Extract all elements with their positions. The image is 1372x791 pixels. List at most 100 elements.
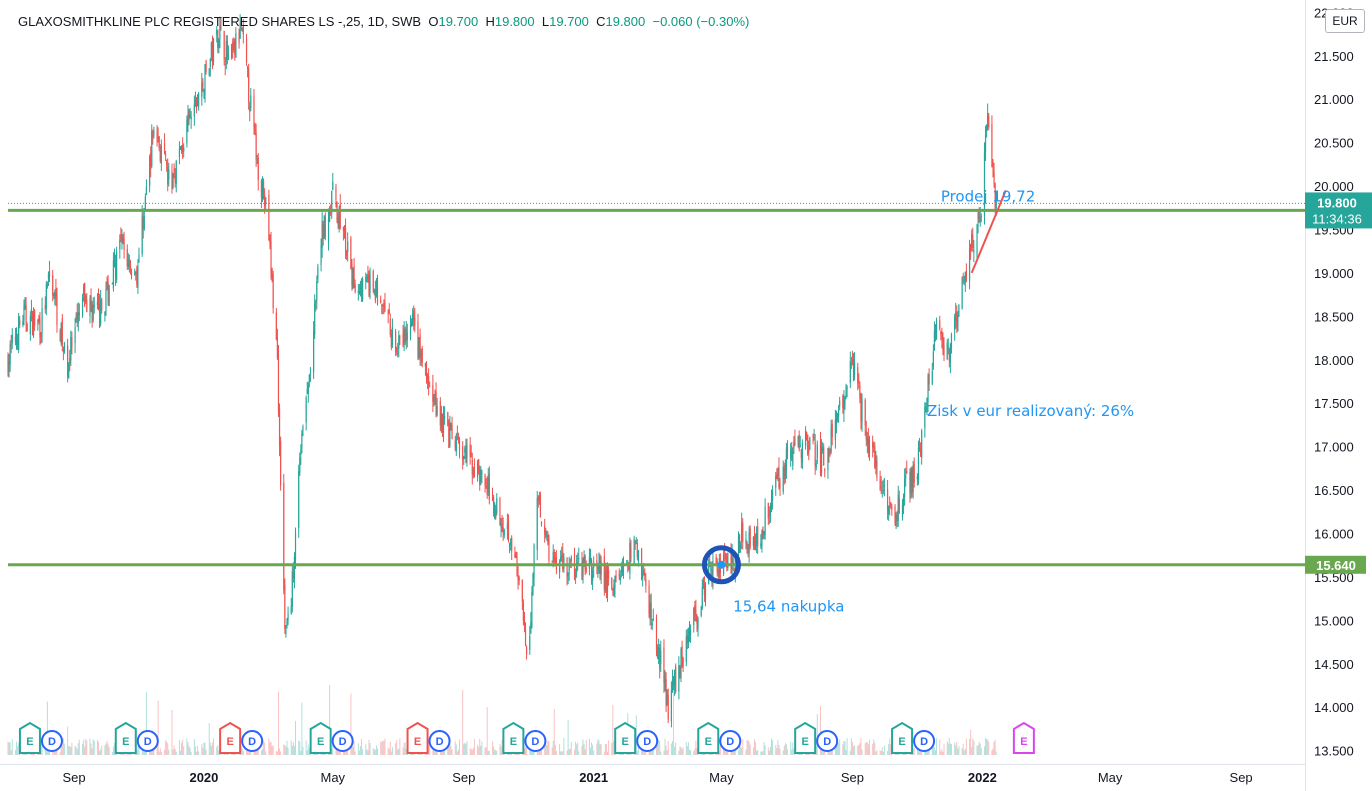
candle-body xyxy=(316,281,318,301)
trend-line[interactable] xyxy=(970,190,1007,274)
candle-body xyxy=(376,279,379,304)
volume-bar xyxy=(211,742,213,755)
price-tick-label: 17.500 xyxy=(1314,396,1354,411)
candle-body xyxy=(823,447,825,466)
volume-bar xyxy=(277,691,279,755)
earnings-event[interactable]: E xyxy=(406,721,429,754)
earnings-event[interactable]: E xyxy=(219,721,242,754)
candle-body xyxy=(469,444,471,457)
candle-body xyxy=(696,616,698,624)
dividend-event[interactable]: D xyxy=(331,730,354,752)
candle-body xyxy=(495,508,497,519)
dividend-label: D xyxy=(48,736,56,748)
volume-bar xyxy=(481,741,483,755)
earnings-event[interactable]: E xyxy=(891,721,914,754)
time-axis[interactable]: Sep 2020 May Sep 2021 May Sep 2022 May Sep xyxy=(62,770,1252,785)
dividend-event[interactable]: D xyxy=(428,730,451,752)
candle-body xyxy=(837,409,840,417)
dividend-event[interactable]: D xyxy=(136,730,159,752)
annotation-text[interactable]: Prodej 19,72 xyxy=(941,188,1035,206)
candle-body xyxy=(81,297,84,316)
volume-bar xyxy=(963,750,965,755)
volume-bar xyxy=(946,741,948,755)
candle-body xyxy=(979,217,981,223)
dividend-event[interactable]: D xyxy=(913,730,936,752)
volume-bar xyxy=(943,743,945,755)
earnings-event[interactable]: E xyxy=(614,721,637,754)
candle-body xyxy=(867,438,870,452)
candle-body xyxy=(383,305,385,307)
buy-circle-marker[interactable] xyxy=(701,545,741,585)
candle-body xyxy=(650,603,652,620)
candle-body xyxy=(44,305,46,310)
volume-bar xyxy=(637,743,639,755)
earnings-event[interactable]: E xyxy=(309,721,332,754)
earnings-event[interactable]: E xyxy=(502,721,525,754)
volume-bar xyxy=(547,740,549,755)
price-tick-label: 20.000 xyxy=(1314,179,1354,194)
horizontal-levels[interactable] xyxy=(8,202,1305,567)
earnings-event[interactable]: E xyxy=(697,721,720,754)
earnings-event[interactable]: E xyxy=(794,721,817,754)
dividend-event[interactable]: D xyxy=(241,730,264,752)
earnings-event[interactable]: E xyxy=(1012,721,1035,754)
dividend-event[interactable]: D xyxy=(816,730,839,752)
candle-body xyxy=(46,283,48,286)
annotation-text[interactable]: Zisk v eur realizovaný: 26% xyxy=(927,402,1134,420)
volume-bar xyxy=(390,751,392,755)
dividend-event[interactable]: D xyxy=(636,730,659,752)
candle-body xyxy=(307,383,309,394)
volume-bar xyxy=(462,690,464,755)
volume-bar xyxy=(576,744,578,755)
candle-body xyxy=(92,305,94,321)
candle-body xyxy=(800,449,802,459)
currency-button[interactable]: EUR xyxy=(1325,9,1365,33)
volume-bar xyxy=(352,746,354,755)
volume-bar xyxy=(335,745,337,755)
volume-bar xyxy=(308,748,310,755)
volume-bar xyxy=(880,750,882,755)
candle-body xyxy=(323,215,325,239)
candle-body xyxy=(643,570,645,575)
volume-bar xyxy=(746,740,748,755)
candle-body xyxy=(779,483,781,488)
candle-body xyxy=(933,331,936,350)
candle-body xyxy=(179,146,182,149)
candle-body xyxy=(682,657,684,667)
annotation-text[interactable]: 15,64 nakupka xyxy=(733,598,844,616)
dividend-event[interactable]: D xyxy=(40,730,63,752)
candle-body xyxy=(926,397,928,405)
earnings-event[interactable]: E xyxy=(114,721,137,754)
volume-bar xyxy=(347,747,349,755)
candle-body xyxy=(663,647,665,683)
volume-bar xyxy=(970,729,972,755)
candle-body xyxy=(484,475,486,486)
candle-body xyxy=(24,304,26,308)
volume-bar xyxy=(74,745,76,755)
volume-bar xyxy=(592,744,594,755)
candle-body xyxy=(151,130,153,167)
volume-bar xyxy=(90,743,92,755)
candle-body xyxy=(943,345,945,356)
volume-bar xyxy=(389,741,391,755)
candle-body xyxy=(233,40,235,51)
volume-bar xyxy=(932,741,934,755)
dividend-event[interactable]: D xyxy=(719,730,742,752)
candle-body xyxy=(660,650,662,664)
volume-bar xyxy=(70,747,72,755)
candle-body xyxy=(656,651,659,654)
drawings[interactable]: Prodej 19,72 Zisk v eur realizovaný: 26% 1… xyxy=(701,188,1134,616)
candle-body xyxy=(75,315,77,323)
candle-body xyxy=(530,621,532,633)
dividend-event[interactable]: D xyxy=(524,730,547,752)
candles xyxy=(7,14,997,728)
volume-bar xyxy=(67,726,69,755)
dividend-label: D xyxy=(248,736,256,748)
candle-body xyxy=(331,190,333,213)
volume-bar xyxy=(916,746,918,755)
candle-body xyxy=(367,273,369,283)
earnings-label: E xyxy=(26,736,33,748)
earnings-event[interactable]: E xyxy=(18,721,41,754)
